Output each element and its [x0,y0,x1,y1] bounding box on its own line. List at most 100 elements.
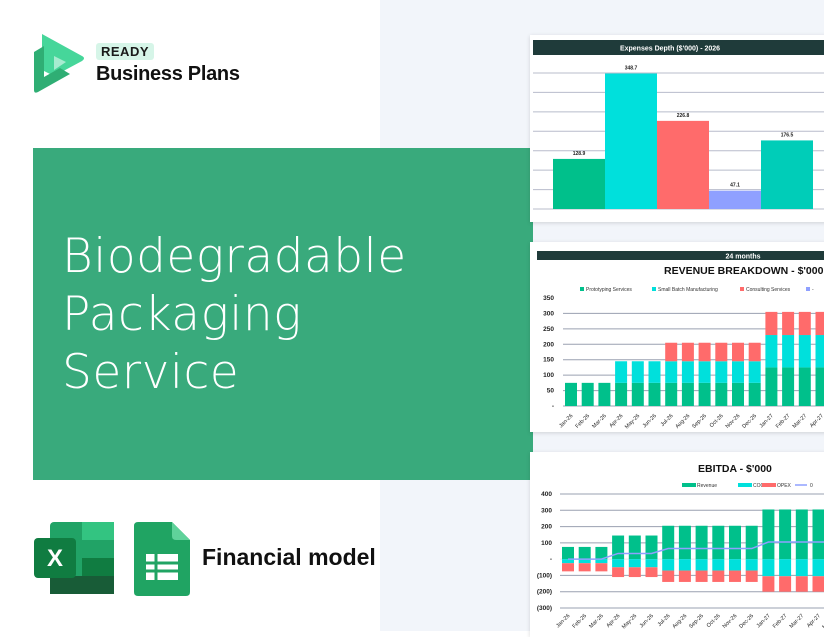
bar-segment [679,571,691,582]
y-tick-label: 300 [543,310,554,317]
x-tick-label: Feb-26 [575,413,592,430]
bar-segment [715,383,727,406]
bar-segment [562,563,574,571]
data-label: 128.9 [573,151,586,157]
y-tick-label: 300 [541,507,552,514]
y-tick-label: - [550,556,552,563]
x-tick-label: Nov-26 [722,613,739,630]
bar-segment [662,571,674,582]
x-tick-label: Feb-26 [572,613,589,630]
legend-swatch [682,483,696,487]
legend-label: Prototyping Services [586,287,632,293]
bar-segment [765,335,777,367]
bar-segment [646,559,658,567]
google-sheets-icon [134,522,190,596]
legend-label: OPEX [777,483,792,489]
chart-title: EBITDA - $'000 [698,463,772,475]
legend-swatch [762,483,776,487]
bar-segment [582,383,594,406]
ready-badge: READY [96,43,154,60]
y-tick-label: (200) [537,589,552,596]
data-label: 226.8 [677,113,690,119]
y-tick-label: 200 [543,341,554,348]
bar [605,74,657,209]
bar-segment [679,559,691,570]
x-tick-label: Apr-27 [806,613,822,629]
chart-header [537,251,824,260]
bar-segment [765,367,777,406]
x-tick-label: Jun-26 [642,413,658,429]
bar-segment [762,509,774,559]
y-tick-label: 100 [541,540,552,547]
y-tick-label: - [552,403,554,410]
expenses-chart: Expenses Depth ($'000) - 2026128.9348.72… [530,35,824,222]
bar-segment [615,383,627,406]
bar-segment [816,367,824,406]
bar-segment [782,367,794,406]
bar-segment [782,312,794,335]
x-tick-label: Feb-27 [775,413,792,430]
x-tick-label: Oct-26 [709,413,725,429]
bar-segment [632,361,644,383]
bar-segment [662,526,674,559]
y-tick-label: (100) [537,572,552,579]
bar-segment [782,335,794,367]
bar-segment [696,526,708,559]
title-line: Biodegradable [62,228,407,286]
bar-segment [699,383,711,406]
x-tick-label: Mar-27 [789,613,806,630]
bar [761,140,813,209]
bar-segment [796,576,808,591]
product-title: Biodegradable Packaging Service [62,228,407,402]
bar-segment [749,343,761,362]
x-tick-label: Feb-27 [772,613,789,630]
y-tick-label: 50 [547,388,555,395]
bar-segment [682,343,694,362]
x-tick-label: Apr-26 [606,613,622,629]
y-tick-label: (300) [537,605,552,612]
bar-segment [779,509,791,559]
x-tick-label: Jan-26 [555,613,571,629]
bar-segment [799,335,811,367]
bar-segment [799,367,811,406]
financial-model-label: Financial model [202,544,376,571]
x-tick-label: Jul-26 [657,613,672,628]
bar-segment [779,576,791,591]
legend-label: - [812,287,814,293]
legend-label: Consulting Services [746,287,791,293]
bar-segment [762,576,774,591]
bar-segment [816,335,824,367]
x-tick-label: May-26 [624,413,641,430]
chart-title: REVENUE BREAKDOWN - $'000 [664,265,824,277]
bar-segment [762,559,774,576]
bar-segment [746,559,758,570]
bar [709,191,761,209]
x-tick-label: Nov-26 [725,413,742,430]
bar-segment [682,383,694,406]
chart-title: Expenses Depth ($'000) - 2026 [620,46,720,53]
bar-segment [765,312,777,335]
x-tick-label: May-26 [621,613,638,630]
y-tick-label: 200 [541,524,552,531]
bar-segment [732,383,744,406]
bar-segment [696,571,708,582]
bar-segment [712,559,724,570]
bar-segment [813,559,824,576]
data-label: 176.5 [781,132,794,138]
bar-segment [749,361,761,383]
bar-segment [796,559,808,576]
data-label: 47.1 [730,183,740,189]
bar-segment [629,567,641,577]
bar-segment [579,563,591,571]
legend-label: Small Batch Manufacturing [658,287,718,293]
bar-segment [732,343,744,362]
bar-segment [696,559,708,570]
y-tick-label: 350 [543,295,554,302]
bar-segment [813,509,824,559]
x-tick-label: Jun-26 [639,613,655,629]
bar-segment [796,509,808,559]
y-tick-label: 150 [543,357,554,364]
